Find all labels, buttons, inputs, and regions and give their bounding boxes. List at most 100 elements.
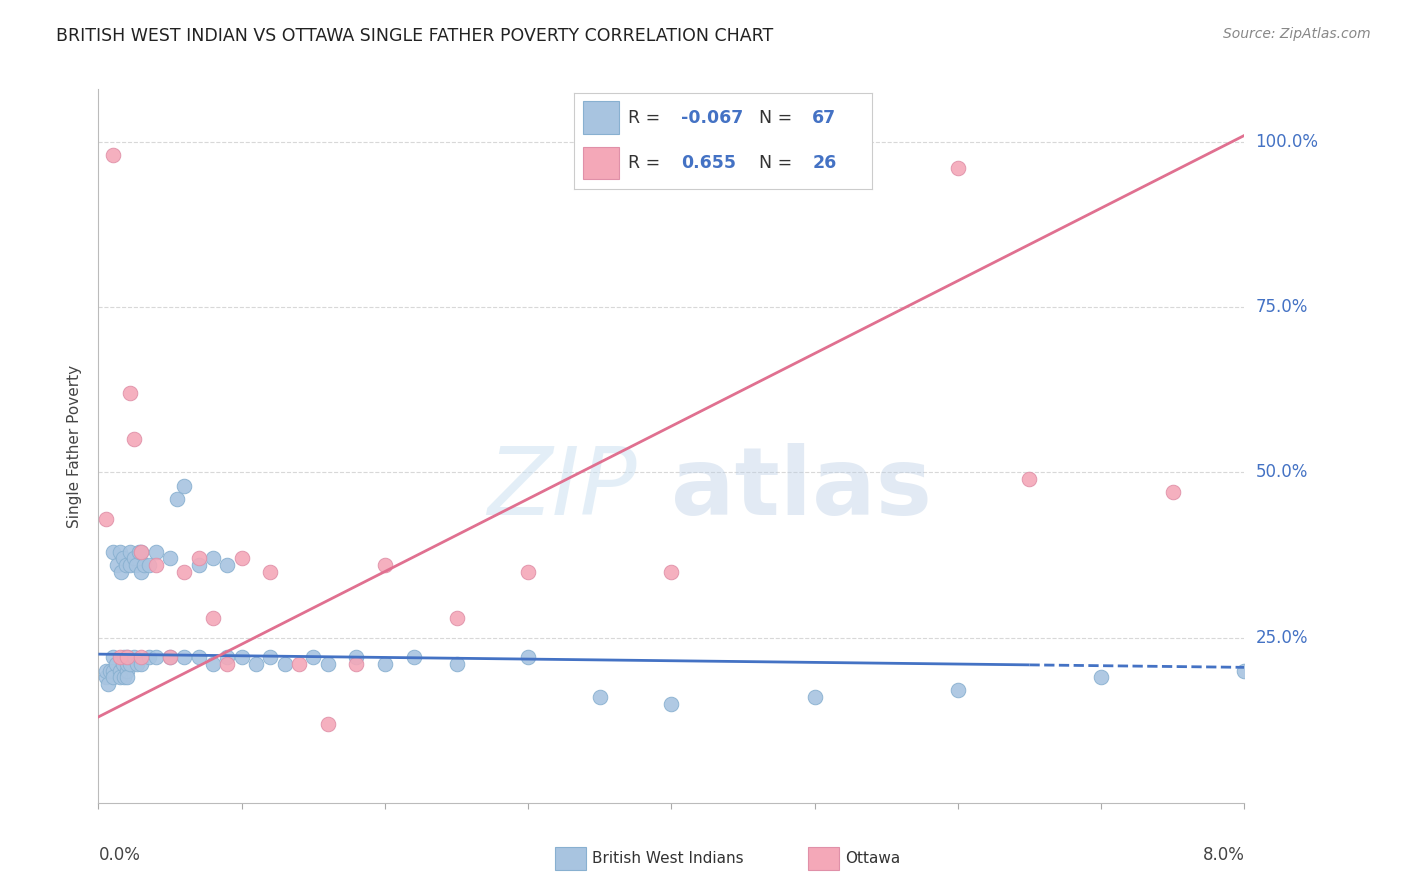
Point (517, 565, 540, 579)
Point (589, 690, 612, 704)
Text: Ottawa: Ottawa (845, 851, 900, 865)
Text: atlas: atlas (672, 442, 932, 535)
Text: 100.0%: 100.0% (1256, 133, 1319, 151)
Y-axis label: Single Father Poverty: Single Father Poverty (67, 365, 83, 527)
Point (101, 650, 124, 665)
FancyBboxPatch shape (583, 102, 619, 134)
Point (302, 650, 325, 665)
Point (946, 161, 969, 176)
Point (101, 545, 124, 559)
Point (124, 558, 146, 572)
Point (173, 478, 195, 492)
Point (127, 657, 149, 671)
Text: BRITISH WEST INDIAN VS OTTAWA SINGLE FATHER POVERTY CORRELATION CHART: BRITISH WEST INDIAN VS OTTAWA SINGLE FAT… (56, 27, 773, 45)
Text: -0.067: -0.067 (682, 109, 744, 127)
Point (118, 545, 141, 559)
Point (245, 657, 267, 671)
Point (231, 650, 253, 665)
Point (131, 657, 153, 671)
Point (202, 551, 225, 566)
Point (115, 650, 138, 665)
Point (101, 148, 124, 162)
Text: N =: N = (759, 109, 797, 127)
Point (187, 650, 209, 665)
Point (97, 677, 120, 691)
Text: 26: 26 (813, 154, 837, 172)
Point (202, 611, 225, 625)
Point (273, 657, 295, 671)
Point (344, 657, 367, 671)
Point (108, 664, 131, 678)
Point (108, 650, 131, 665)
Point (217, 657, 239, 671)
Point (316, 657, 339, 671)
Point (1018, 472, 1040, 486)
Point (187, 558, 209, 572)
Point (946, 683, 969, 698)
Point (101, 664, 124, 678)
Point (110, 565, 132, 579)
Point (374, 657, 396, 671)
Point (122, 650, 145, 665)
Point (402, 650, 425, 665)
Point (112, 650, 135, 665)
Text: British West Indians: British West Indians (592, 851, 744, 865)
Point (145, 558, 167, 572)
Point (446, 611, 468, 625)
Text: R =: R = (627, 154, 671, 172)
Point (661, 697, 683, 711)
Point (173, 565, 195, 579)
Point (159, 650, 181, 665)
Point (108, 545, 131, 559)
Point (1161, 485, 1184, 500)
Point (118, 386, 141, 401)
Text: 25.0%: 25.0% (1256, 629, 1308, 647)
Point (94, 670, 117, 684)
Point (118, 558, 141, 572)
Point (316, 716, 339, 731)
Point (159, 650, 181, 665)
Point (1090, 670, 1112, 684)
Point (259, 650, 281, 665)
Point (145, 545, 167, 559)
Point (803, 690, 825, 704)
Point (131, 565, 153, 579)
FancyBboxPatch shape (583, 146, 619, 179)
Point (374, 558, 396, 572)
Point (122, 433, 145, 447)
Point (173, 650, 195, 665)
Point (131, 545, 153, 559)
Point (112, 670, 135, 684)
Text: 67: 67 (813, 109, 837, 127)
Text: 50.0%: 50.0% (1256, 464, 1308, 482)
Point (446, 657, 468, 671)
Point (344, 650, 367, 665)
Point (187, 551, 209, 566)
Point (104, 657, 127, 671)
Point (131, 650, 153, 665)
Point (145, 650, 167, 665)
Point (159, 551, 181, 566)
Point (115, 657, 138, 671)
Point (217, 650, 239, 665)
Point (111, 657, 134, 671)
Point (166, 491, 188, 506)
Text: 75.0%: 75.0% (1256, 298, 1308, 317)
Point (259, 565, 281, 579)
Point (138, 650, 160, 665)
Text: R =: R = (627, 109, 665, 127)
Point (131, 545, 153, 559)
Point (138, 558, 160, 572)
Point (118, 657, 141, 671)
Point (115, 670, 138, 684)
Point (101, 670, 124, 684)
Point (288, 657, 311, 671)
Point (108, 670, 131, 684)
Text: 8.0%: 8.0% (1202, 846, 1244, 863)
Point (94, 664, 117, 678)
Point (661, 565, 683, 579)
Point (115, 650, 138, 665)
Text: Source: ZipAtlas.com: Source: ZipAtlas.com (1223, 27, 1371, 41)
Point (128, 545, 150, 559)
Text: 0.0%: 0.0% (98, 846, 141, 863)
